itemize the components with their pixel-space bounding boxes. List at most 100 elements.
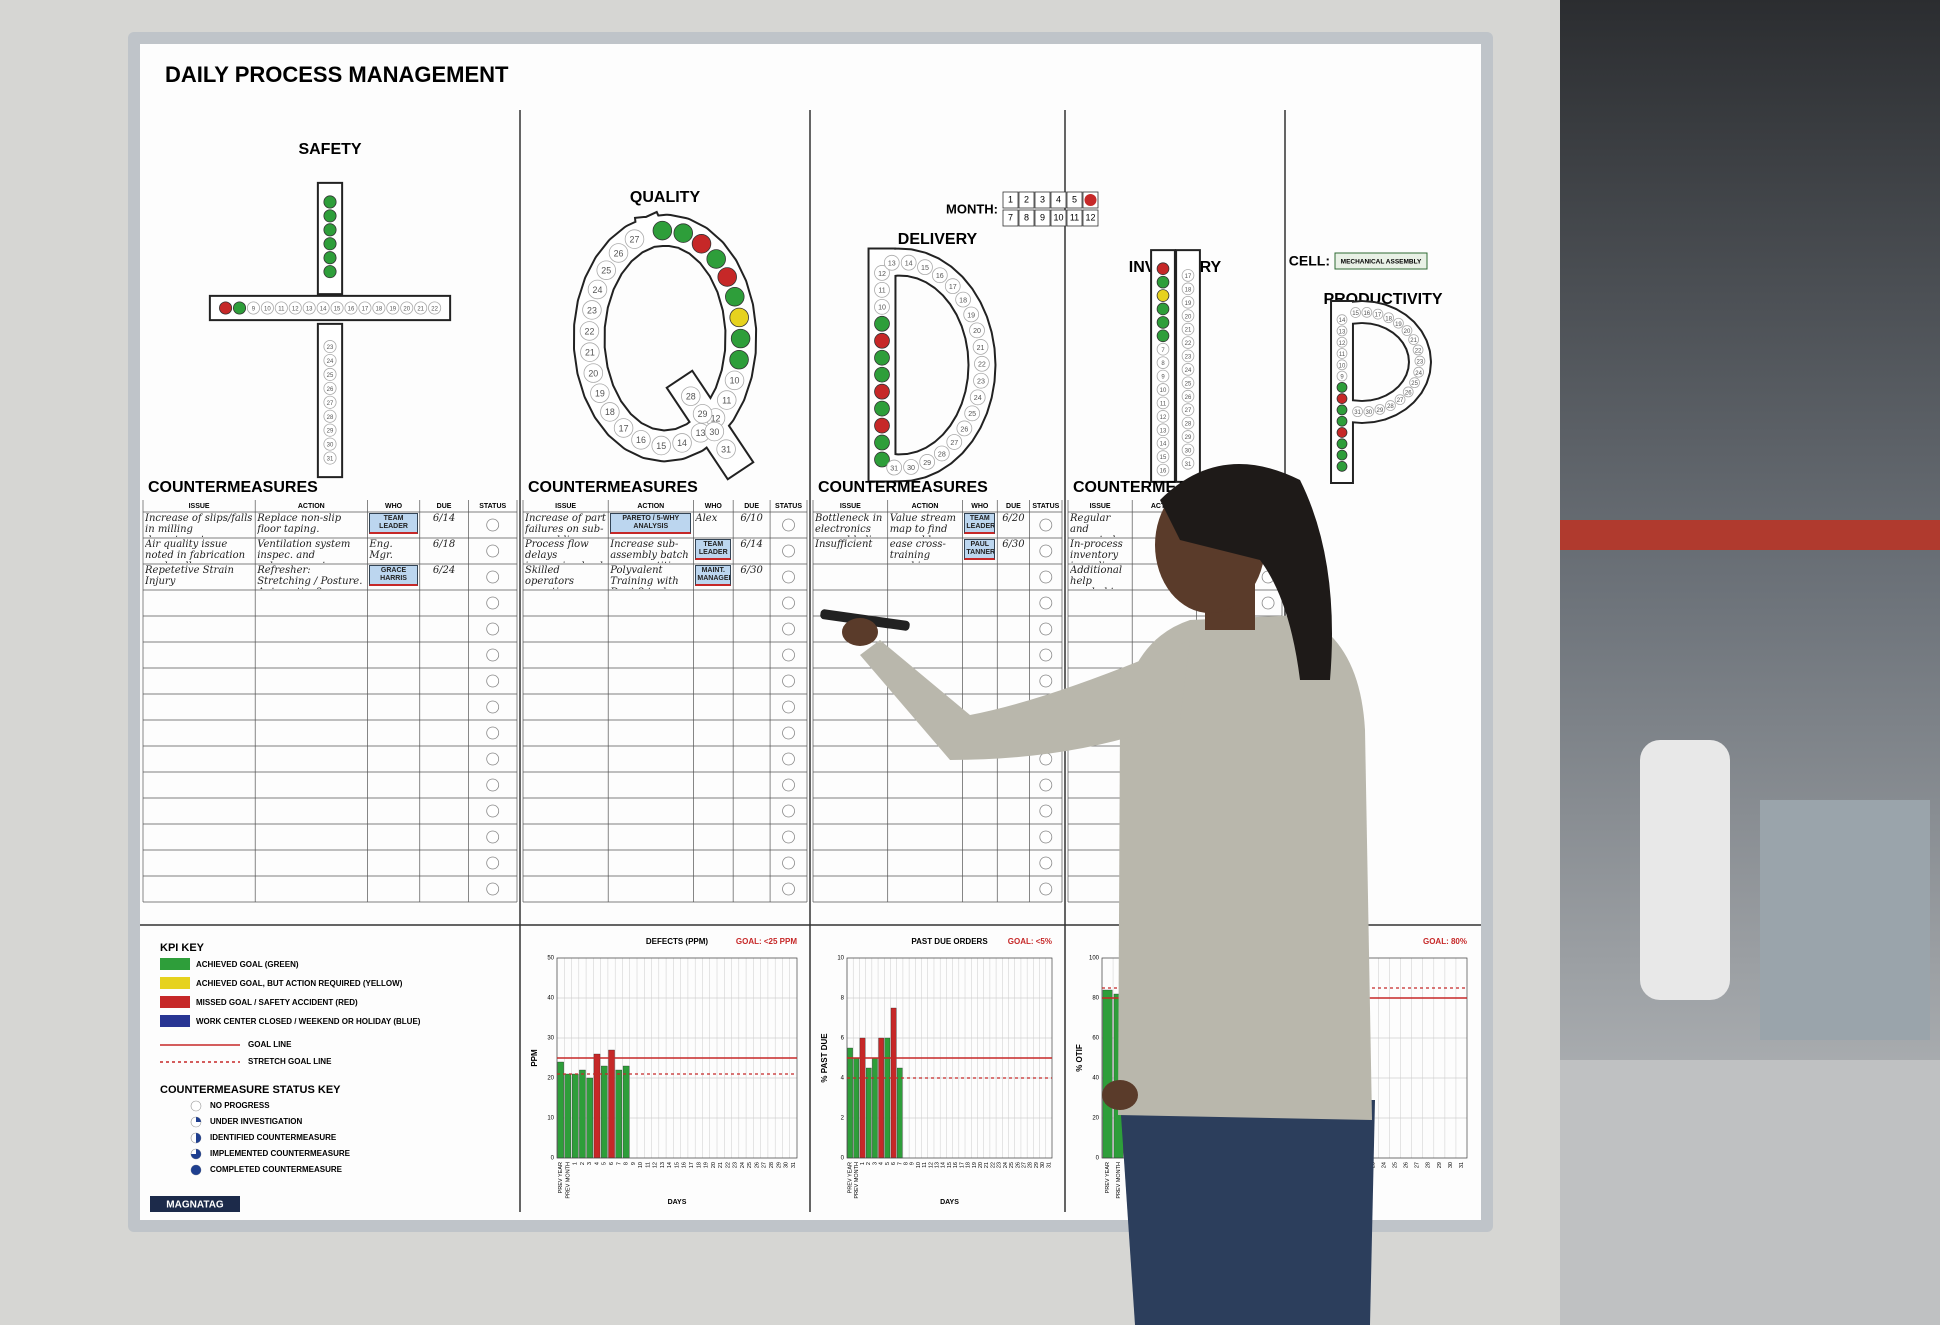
day-dot — [1181, 443, 1195, 457]
bar — [571, 1073, 579, 1159]
key-swatch — [160, 996, 190, 1008]
day-number: 30 — [907, 464, 915, 472]
status-icon — [190, 1100, 202, 1112]
chart-title: DEFECTS (PPM) — [646, 937, 709, 946]
kpi-title: SAFETY — [298, 141, 361, 158]
countermeasure-cell: PARETO / 5-WHY ANALYSIS — [610, 513, 692, 534]
countermeasure-cell-box: 6/14 — [433, 513, 455, 524]
day-number: 29 — [698, 409, 708, 419]
x-tick-label: 19 — [972, 1162, 978, 1168]
day-dot — [1181, 349, 1195, 363]
day-number: 21 — [585, 347, 595, 357]
day-dot — [1156, 450, 1170, 463]
x-tick-label: 30 — [1448, 1162, 1454, 1168]
column-header: ACTION — [298, 503, 325, 510]
day-dot — [323, 353, 337, 368]
status-circle — [1039, 518, 1053, 532]
day-dot — [874, 298, 890, 315]
countermeasure-cell-box: 6/30 — [1002, 539, 1024, 550]
x-tick-label: 28 — [769, 1162, 775, 1168]
x-tick-label: 29 — [776, 1162, 782, 1168]
day-number: 11 — [722, 395, 731, 405]
month-cell — [1050, 209, 1067, 227]
bar — [897, 1067, 903, 1159]
month-marker — [1084, 194, 1097, 206]
day-number: 10 — [1160, 388, 1167, 394]
day-dot — [1352, 406, 1363, 418]
day-number: 23 — [327, 345, 334, 351]
countermeasures-title: COUNTERMEASURES — [818, 479, 988, 496]
x-tick-label: 4 — [879, 1162, 885, 1165]
status-key-label: NO PROGRESS — [210, 1101, 270, 1110]
day-dot — [583, 363, 604, 383]
countermeasure-cell: Eng. Mgr. — [369, 539, 393, 561]
x-tick-label: 19 — [704, 1162, 710, 1168]
countermeasure-cell-box: 6/14 — [740, 539, 762, 550]
day-number: 18 — [1185, 287, 1192, 293]
status-circle — [782, 622, 795, 636]
status-circle — [486, 518, 500, 532]
day-number: 7 — [1161, 348, 1165, 354]
y-tick-label: 40 — [547, 996, 554, 1002]
countermeasure-cell: Replace non-slip floor taping. — [257, 513, 342, 535]
x-tick-label: 24 — [1003, 1162, 1009, 1168]
day-dot — [724, 370, 745, 391]
day-dot — [1181, 363, 1195, 376]
status-circle — [1039, 752, 1053, 766]
bar — [859, 1037, 866, 1159]
countermeasure-cell-box: Repetetive Strain Injury — [145, 565, 234, 587]
day-dot — [1156, 289, 1170, 302]
day-dot — [1156, 396, 1170, 410]
x-tick-label: 5 — [602, 1162, 608, 1165]
y-tick-label: 80 — [1092, 996, 1099, 1002]
status-circle — [486, 778, 500, 792]
day-dot — [1336, 415, 1348, 427]
y-axis-label: PPM — [530, 1049, 539, 1067]
x-tick-label: 23 — [733, 1162, 739, 1168]
x-tick-label: 9 — [631, 1162, 637, 1165]
month-number: 12 — [1085, 212, 1095, 222]
x-axis-label: DAYS — [668, 1199, 687, 1206]
day-dot — [1409, 377, 1420, 389]
x-tick-label: PREV MONTH — [854, 1162, 860, 1199]
day-dot — [729, 349, 749, 370]
countermeasure-cell-box: 6/20 — [1002, 513, 1024, 524]
x-tick-label: 12 — [653, 1162, 659, 1168]
countermeasure-cell-box: In-process inventory impeding work flow — [1070, 539, 1123, 563]
column-header: WHO — [385, 503, 403, 510]
bar — [579, 1069, 586, 1159]
x-tick-label: 29 — [1437, 1162, 1443, 1168]
day-dot — [717, 267, 737, 287]
person — [820, 464, 1375, 1325]
key-swatch — [160, 977, 190, 989]
day-dot — [1393, 317, 1404, 329]
day-number: 31 — [1354, 410, 1361, 416]
day-number: 27 — [630, 234, 640, 244]
day-dot — [1181, 282, 1195, 296]
countermeasure-cell: Repetetive Strain Injury — [145, 565, 234, 587]
x-tick-label: 31 — [1046, 1162, 1052, 1168]
day-dot — [323, 395, 337, 409]
key-swatch — [160, 1015, 190, 1027]
day-number: 11 — [278, 307, 285, 313]
countermeasures-title: COUNTERMEASURES — [148, 479, 318, 496]
day-dot — [1336, 393, 1348, 405]
day-number: 20 — [1185, 314, 1192, 320]
day-dot — [903, 459, 919, 475]
day-number: 19 — [1185, 301, 1192, 307]
column-header: STATUS — [479, 503, 506, 510]
day-number: 10 — [264, 307, 271, 313]
x-tick-label: 14 — [941, 1162, 947, 1168]
day-dot — [1336, 404, 1348, 416]
y-tick-label: 100 — [1089, 956, 1100, 962]
day-dot — [590, 383, 610, 403]
day-dot — [919, 454, 936, 470]
day-dot — [1181, 416, 1195, 430]
day-number: 23 — [1417, 360, 1424, 366]
status-circle — [486, 570, 500, 584]
status-circle — [1039, 882, 1053, 896]
x-tick-label: 15 — [674, 1162, 680, 1168]
countermeasure-cell-box: 6/24 — [433, 565, 455, 576]
day-number: 20 — [973, 327, 981, 335]
x-tick-label: 10 — [638, 1162, 644, 1168]
